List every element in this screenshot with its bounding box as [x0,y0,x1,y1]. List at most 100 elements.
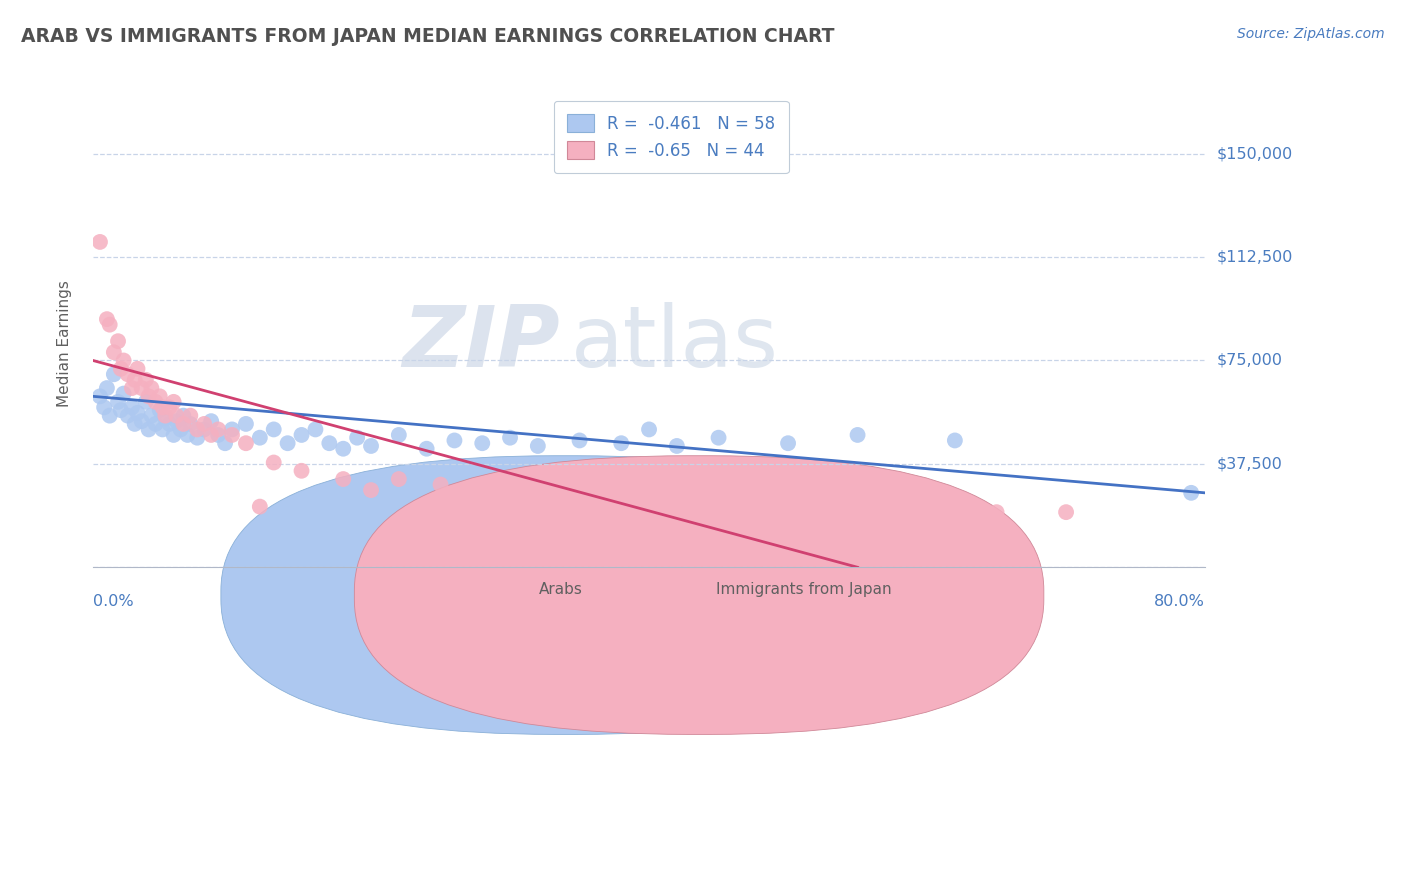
Point [221,428,243,442]
Point [172,409,194,423]
Point [263,456,285,470]
Text: ARAB VS IMMIGRANTS FROM JAPAN MEDIAN EARNINGS CORRELATION CHART: ARAB VS IMMIGRANTS FROM JAPAN MEDIAN EAR… [21,27,835,45]
Point [290,464,312,478]
Point [165,409,187,423]
Point [98,409,121,423]
Point [568,434,591,448]
Point [107,334,129,349]
Point [778,500,800,514]
Point [360,483,382,497]
Point [145,395,167,409]
Point [152,422,174,436]
Point [388,428,411,442]
Point [986,505,1008,519]
Point [110,361,132,376]
Point [162,428,184,442]
Point [263,422,285,436]
Text: ZIP: ZIP [402,301,560,384]
Point [121,401,143,415]
Point [124,373,146,387]
Point [107,395,129,409]
Point [235,436,257,450]
Point [332,442,354,456]
Point [138,389,160,403]
Point [707,431,730,445]
Legend: R =  -0.461   N = 58, R =  -0.65   N = 44: R = -0.461 N = 58, R = -0.65 N = 44 [554,101,789,173]
Point [249,431,271,445]
Point [707,500,730,514]
Point [127,361,149,376]
Point [131,381,153,395]
Text: 80.0%: 80.0% [1154,594,1205,609]
Point [527,439,550,453]
Point [159,417,181,431]
Point [149,403,172,417]
Point [131,414,153,428]
Point [141,409,163,423]
Point [159,401,181,415]
Point [121,381,143,395]
Point [149,389,172,403]
Text: Arabs: Arabs [538,582,582,597]
FancyBboxPatch shape [354,456,1043,734]
Point [169,422,191,436]
Point [141,381,163,395]
Point [112,353,135,368]
Point [165,414,187,428]
Text: $75,000: $75,000 [1216,353,1282,368]
Point [778,436,800,450]
Point [360,439,382,453]
Point [179,417,201,431]
Text: Source: ZipAtlas.com: Source: ZipAtlas.com [1237,27,1385,41]
Point [186,431,208,445]
Point [110,403,132,417]
Point [98,318,121,332]
Point [1180,486,1202,500]
Text: 0.0%: 0.0% [93,594,134,609]
Point [290,428,312,442]
Point [155,411,177,425]
Point [176,428,198,442]
Text: $150,000: $150,000 [1216,146,1292,161]
Point [499,431,522,445]
Point [162,395,184,409]
Point [96,312,118,326]
Text: atlas: atlas [571,301,779,384]
Point [89,235,111,249]
Point [186,422,208,436]
Point [429,477,451,491]
Point [117,368,139,382]
FancyBboxPatch shape [221,456,911,734]
Text: $37,500: $37,500 [1216,457,1282,471]
Point [179,409,201,423]
Point [443,434,465,448]
Point [96,381,118,395]
Point [235,417,257,431]
Point [610,436,633,450]
Point [846,428,869,442]
Point [155,409,177,423]
Point [304,422,326,436]
Point [388,472,411,486]
Point [200,414,222,428]
Point [568,491,591,506]
Point [471,436,494,450]
Point [277,436,299,450]
Point [346,431,368,445]
Point [207,422,229,436]
Point [145,417,167,431]
Point [665,439,688,453]
Point [846,500,869,514]
Point [135,373,157,387]
Point [135,395,157,409]
Point [103,368,125,382]
Point [89,389,111,403]
Point [221,422,243,436]
Point [332,472,354,486]
Point [214,436,236,450]
Point [318,436,340,450]
Point [93,401,115,415]
Point [127,406,149,420]
Point [249,500,271,514]
Point [638,422,661,436]
